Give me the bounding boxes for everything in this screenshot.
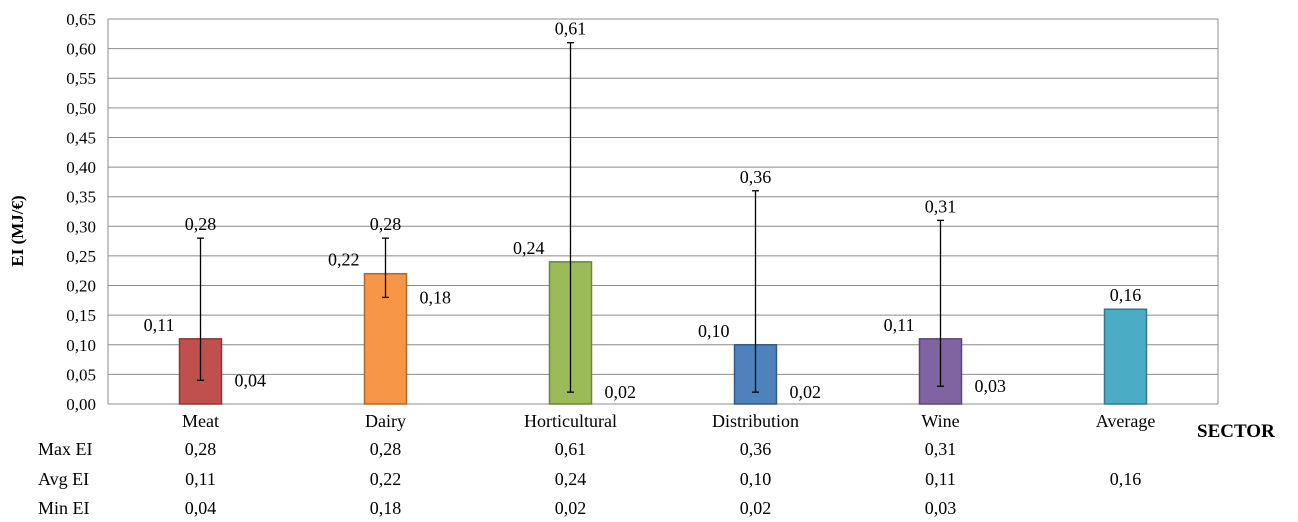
y-tick-label: 0,50 bbox=[66, 99, 96, 118]
table-cell: 0,18 bbox=[370, 498, 402, 517]
table-cell: 0,22 bbox=[370, 469, 402, 489]
y-tick-label: 0,60 bbox=[66, 40, 96, 59]
y-tick-label: 0,10 bbox=[66, 336, 96, 355]
table-cell: 0,02 bbox=[555, 498, 587, 517]
y-axis-title: EI (MJ/€) bbox=[8, 195, 27, 266]
bar-average bbox=[1103, 308, 1148, 405]
x-axis-categories: Meat Dairy Horticultural Distribution Wine Av… bbox=[182, 411, 1155, 431]
y-tick-label: 0,55 bbox=[66, 69, 96, 88]
y-axis-ticks: 0,00 0,05 0,10 0,15 0,20 0,25 0,30 0,35 0,40 0,45… bbox=[66, 10, 96, 414]
table-cell: 0,03 bbox=[925, 498, 957, 517]
y-tick-label: 0,15 bbox=[66, 306, 96, 325]
data-labels: 0,11 0,28 0,04 0,22 0,28 0,18 0,24 0,61 0,02 0,10… bbox=[144, 19, 1142, 402]
category-label: Meat bbox=[182, 411, 219, 431]
avg-value-label: 0,24 bbox=[513, 238, 545, 258]
table-row-label: Max EI bbox=[38, 439, 92, 459]
table-cell: 0,16 bbox=[1110, 469, 1142, 489]
table-cell: 0,11 bbox=[925, 469, 956, 489]
category-label: Average bbox=[1096, 411, 1156, 431]
y-tick-label: 0,65 bbox=[66, 10, 96, 29]
category-label: Wine bbox=[921, 411, 959, 431]
table-cell: 0,10 bbox=[740, 469, 772, 489]
min-value-label: 0,03 bbox=[975, 376, 1007, 396]
avg-value-label: 0,22 bbox=[328, 250, 360, 270]
category-label: Distribution bbox=[712, 411, 799, 431]
table-cell: 0,28 bbox=[370, 439, 402, 459]
category-label: Horticultural bbox=[524, 411, 617, 431]
table-cell: 0,02 bbox=[740, 498, 772, 517]
data-table: Max EI 0,28 0,28 0,61 0,36 0,31 Avg EI 0,11 0,22… bbox=[38, 439, 1142, 518]
max-value-label: 0,28 bbox=[370, 214, 402, 234]
table-row-label: Min EI bbox=[38, 498, 90, 517]
y-tick-label: 0,40 bbox=[66, 158, 96, 177]
y-tick-label: 0,45 bbox=[66, 128, 96, 147]
table-cell: 0,11 bbox=[185, 469, 216, 489]
table-row-label: Avg EI bbox=[38, 469, 89, 489]
avg-value-label: 0,16 bbox=[1110, 285, 1142, 305]
table-cell: 0,28 bbox=[185, 439, 217, 459]
avg-value-label: 0,11 bbox=[884, 315, 915, 335]
max-value-label: 0,28 bbox=[185, 214, 217, 234]
max-value-label: 0,31 bbox=[925, 196, 957, 216]
gridlines bbox=[107, 18, 1219, 405]
min-value-label: 0,02 bbox=[790, 382, 822, 402]
table-cell: 0,04 bbox=[185, 498, 217, 517]
table-cell: 0,36 bbox=[740, 439, 772, 459]
avg-value-label: 0,10 bbox=[698, 321, 730, 341]
max-value-label: 0,61 bbox=[555, 19, 587, 39]
min-value-label: 0,02 bbox=[605, 382, 637, 402]
y-tick-label: 0,35 bbox=[66, 188, 96, 207]
y-tick-label: 0,30 bbox=[66, 217, 96, 236]
error-bars bbox=[197, 42, 944, 393]
y-tick-label: 0,00 bbox=[66, 395, 96, 414]
table-cell: 0,24 bbox=[555, 469, 587, 489]
max-value-label: 0,36 bbox=[740, 167, 772, 187]
min-value-label: 0,04 bbox=[235, 370, 267, 390]
avg-value-label: 0,11 bbox=[144, 315, 175, 335]
y-tick-label: 0,05 bbox=[66, 365, 96, 384]
min-value-label: 0,18 bbox=[420, 287, 452, 307]
x-axis-title: SECTOR bbox=[1197, 421, 1275, 442]
y-tick-label: 0,25 bbox=[66, 247, 96, 266]
category-label: Dairy bbox=[365, 411, 406, 431]
table-cell: 0,61 bbox=[555, 439, 587, 459]
table-cell: 0,31 bbox=[925, 439, 957, 459]
y-tick-label: 0,20 bbox=[66, 277, 96, 296]
